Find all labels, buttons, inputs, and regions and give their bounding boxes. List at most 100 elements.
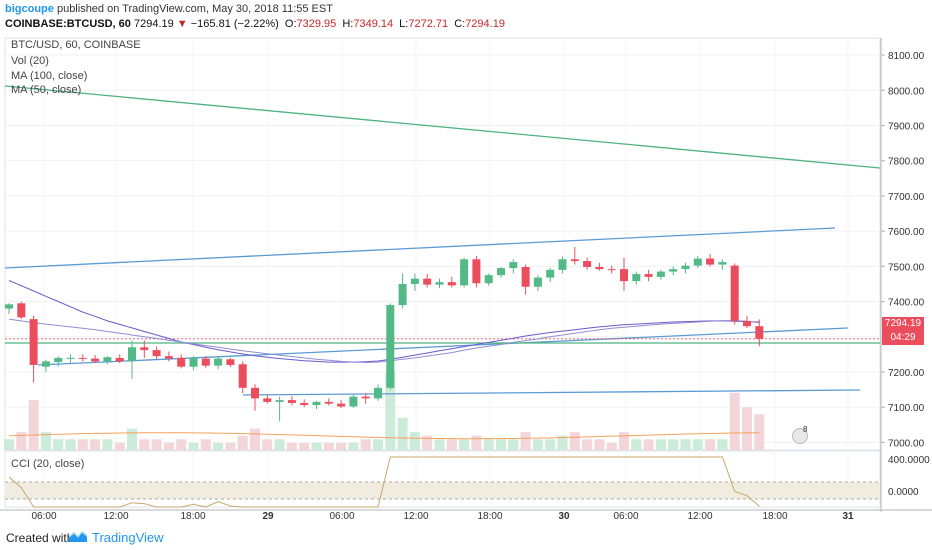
price-axis-label: 7200.00 [888, 368, 925, 379]
volume-bar [692, 439, 703, 450]
candle-body [669, 269, 678, 272]
candle [386, 303, 395, 390]
volume-bar [594, 439, 605, 450]
candle [484, 273, 493, 286]
drawings-layer [4, 85, 881, 508]
candle-body [755, 326, 764, 339]
candle [595, 262, 604, 271]
candle-body [656, 271, 665, 277]
candle-body [595, 267, 604, 270]
volume-bar [53, 439, 64, 450]
cci-pane-frame [4, 450, 881, 508]
candle [214, 357, 223, 370]
candle-body [730, 265, 739, 321]
ma50-line [8, 318, 760, 364]
candle [324, 398, 333, 406]
candle [152, 346, 161, 360]
legend-symbol: BTC/USD, 60, COINBASE [11, 39, 141, 51]
high-value: 7349.14 [353, 18, 394, 30]
candle [263, 394, 272, 404]
candle [312, 400, 321, 409]
candle-body [337, 403, 346, 407]
candle-body [435, 282, 444, 285]
candle-body [681, 265, 690, 270]
candle [632, 271, 641, 285]
price-axis-label: 7400.00 [888, 298, 925, 309]
volume-bar [422, 435, 433, 450]
candle-body [509, 262, 518, 269]
volume-bar [520, 432, 531, 450]
candle [730, 263, 739, 325]
volume-bar [262, 439, 273, 450]
tradingview-logo-icon [69, 531, 87, 542]
volume-bar [200, 439, 211, 450]
time-axis-label: 12:00 [403, 511, 428, 522]
volume-bar [668, 439, 679, 450]
candle [521, 264, 530, 295]
candle-body [472, 259, 481, 284]
volume-bar [163, 442, 174, 450]
legend-cci: CCI (20, close) [11, 458, 85, 470]
candle [509, 259, 518, 274]
candle [78, 354, 87, 362]
author-username[interactable]: bigcoupe [5, 3, 54, 15]
cci-line [8, 456, 760, 508]
candle [251, 384, 259, 411]
volume-bar [545, 439, 556, 450]
volume-bar [311, 442, 322, 450]
time-axis-label: 12:00 [687, 511, 712, 522]
volume-bar [286, 442, 297, 450]
volume-bar [631, 439, 642, 450]
candle-body [152, 350, 161, 357]
candle [423, 274, 432, 288]
axes-layer: 8100.00 8000.00 7900.00 7800.00 7700.00 7600.… [0, 38, 932, 522]
candle [472, 255, 481, 288]
volume-bar [385, 371, 396, 450]
volume-bar [4, 439, 14, 450]
candle-body [189, 357, 198, 367]
candles-layer [5, 246, 764, 422]
candle-body [644, 274, 653, 277]
candle-body [497, 268, 505, 276]
low-label: L: [399, 18, 409, 30]
candle [533, 275, 542, 291]
volume-bar [434, 439, 445, 450]
candle [361, 393, 370, 404]
time-axis-label: 12:00 [103, 511, 128, 522]
candle-body [177, 357, 186, 367]
volume-bar [77, 439, 88, 450]
tradingview-brand-link[interactable]: TradingView [92, 530, 164, 545]
candle [238, 361, 247, 394]
ma100-line [8, 279, 760, 363]
candle-body [374, 387, 382, 399]
events-badge: 8 [803, 425, 808, 434]
cci-axis-label: 0.0000 [888, 487, 919, 498]
volume-bar [348, 442, 359, 450]
candle [693, 255, 702, 269]
candle-body [349, 396, 358, 407]
candle [41, 359, 50, 372]
time-axis-label: 06:00 [613, 511, 638, 522]
candle-body [287, 400, 296, 403]
legend-ma100: MA (100, close) [11, 70, 88, 82]
price-axis-label: 7700.00 [888, 192, 925, 203]
volume-bar [754, 414, 765, 450]
price-axis-label: 7000.00 [888, 438, 925, 449]
legend-ma50: MA (50, close) [11, 84, 82, 96]
open-value: 7329.95 [296, 18, 337, 30]
candle [410, 273, 419, 291]
time-axis-label: 29 [262, 511, 274, 522]
events-flag-icon[interactable] [792, 428, 808, 444]
candle [669, 266, 678, 276]
candle-body [521, 267, 530, 287]
close-value: 7294.19 [465, 18, 505, 30]
volume-bar [459, 439, 470, 450]
candle-body [164, 356, 173, 359]
chart-canvas[interactable]: 8100.00 8000.00 7900.00 7800.00 7700.00 7600.… [0, 0, 932, 524]
candle [140, 340, 149, 358]
volume-bar [582, 439, 593, 450]
candle-body [17, 303, 26, 318]
volume-bar [496, 439, 506, 450]
close-label: C: [454, 18, 466, 30]
price-axis-label: 7800.00 [888, 157, 925, 168]
